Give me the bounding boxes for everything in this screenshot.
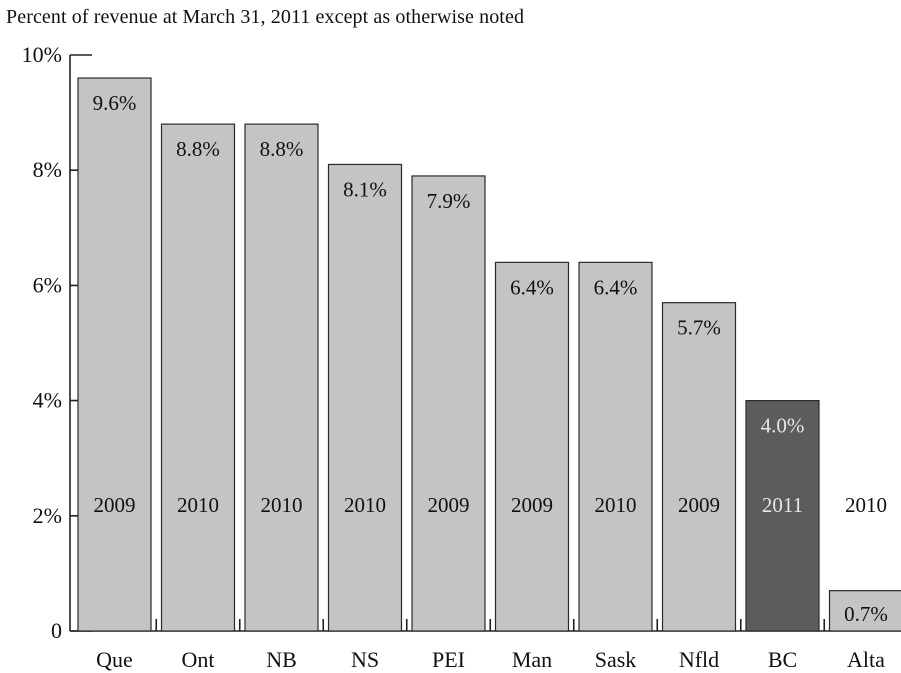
year-label: 2010 [595, 493, 637, 517]
data-label: 8.8% [176, 137, 220, 161]
bar-alta [828, 590, 901, 632]
bar-nb [244, 123, 319, 632]
bar-bc [745, 400, 820, 632]
year-label: 2009 [94, 493, 136, 517]
x-tick-label: Que [96, 647, 133, 672]
x-tick-label: Alta [847, 647, 885, 672]
x-tick-label: Sask [595, 647, 637, 672]
bar-pei [411, 175, 486, 632]
y-tick-label: 10% [22, 42, 62, 67]
y-tick-label: 4% [33, 388, 62, 413]
y-tick-label: 0 [51, 618, 62, 643]
year-label: 2011 [762, 493, 803, 517]
data-label: 6.4% [510, 275, 554, 299]
chart-subtitle: Percent of revenue at March 31, 2011 exc… [6, 6, 525, 28]
bar-man [494, 261, 570, 632]
data-label: 7.9% [427, 189, 471, 213]
bar-ont [160, 123, 236, 632]
data-label: 5.7% [677, 316, 721, 340]
bar-ns [327, 163, 403, 632]
y-tick-label: 8% [33, 157, 62, 182]
x-tick-label: PEI [432, 647, 465, 672]
x-tick-label: NS [351, 647, 379, 672]
y-tick-label: 6% [33, 272, 62, 297]
x-tick-label: Ont [182, 647, 215, 672]
year-label: 2010 [261, 493, 303, 517]
bar-sask [578, 261, 653, 632]
data-label: 6.4% [594, 275, 638, 299]
x-tick-label: NB [266, 647, 297, 672]
x-tick-label: Man [512, 647, 552, 672]
data-label: 9.6% [93, 91, 137, 115]
data-label: 0.7% [844, 602, 888, 626]
y-tick-label: 2% [33, 503, 62, 528]
data-label: 4.0% [761, 414, 805, 438]
year-label: 2010 [177, 493, 219, 517]
data-label: 8.8% [260, 137, 304, 161]
year-label: 2010 [845, 493, 887, 517]
year-label: 2009 [511, 493, 553, 517]
bar-nfld [661, 302, 737, 632]
data-label: 8.1% [343, 177, 387, 201]
year-label: 2010 [344, 493, 386, 517]
x-tick-label: Nfld [679, 647, 719, 672]
year-label: 2009 [428, 493, 470, 517]
bar-que [77, 77, 152, 632]
x-tick-label: BC [768, 647, 797, 672]
year-label: 2009 [678, 493, 720, 517]
